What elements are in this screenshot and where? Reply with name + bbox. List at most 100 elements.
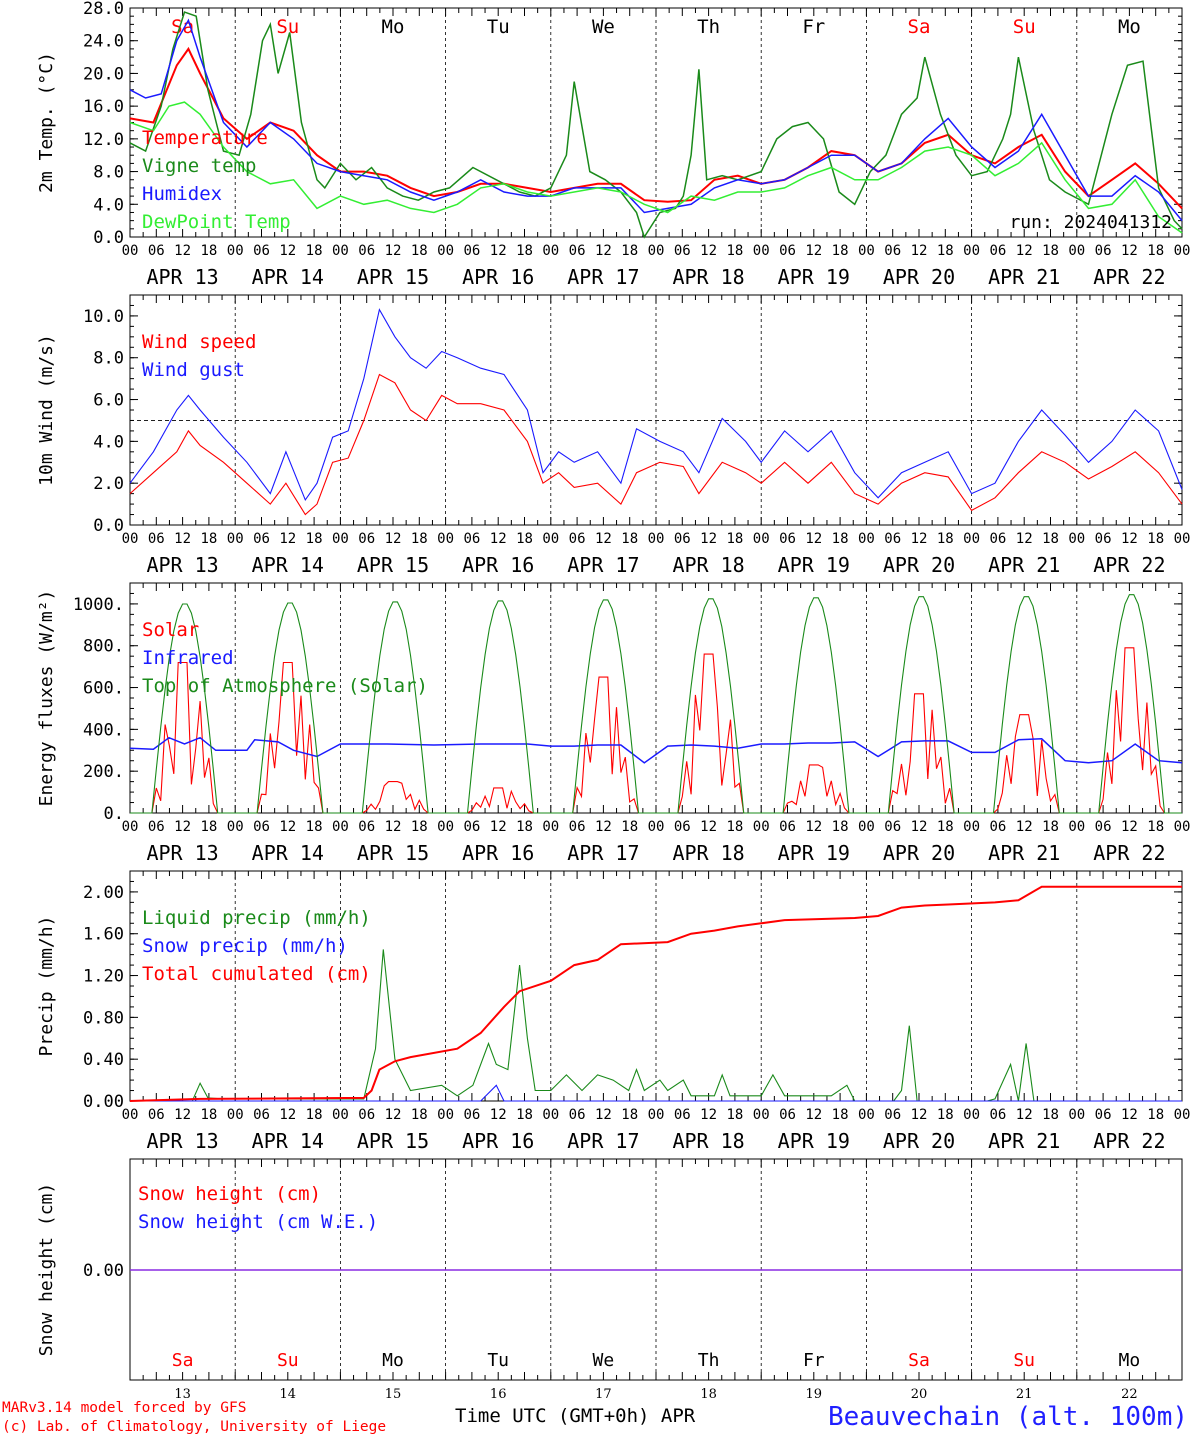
x-hour-label: 06 [463, 819, 480, 835]
x-hour-label: 00 [332, 243, 349, 259]
x-hour-label: 12 [1121, 531, 1138, 547]
x-hour-label: 06 [253, 1107, 270, 1123]
x-hour-label: 06 [463, 1107, 480, 1123]
x-date-label: APR 19 [778, 553, 850, 577]
series-line-top-of-atmosphere-solar [130, 594, 1182, 814]
copyright-credit: (c) Lab. of Climatology, University of L… [2, 1419, 387, 1435]
legend-entry: Infrared [142, 647, 234, 669]
x-hour-label: 18 [1042, 243, 1059, 259]
x-hour-label: 00 [437, 819, 454, 835]
x-date-label: APR 16 [462, 841, 534, 865]
x-hour-label: 00 [1068, 1107, 1085, 1123]
x-hour-label: 00 [227, 243, 244, 259]
x-hour-label: 06 [253, 243, 270, 259]
day-name-label: Fr [802, 16, 825, 38]
x-date-label: APR 22 [1093, 553, 1165, 577]
y-tick-label: 4.0 [93, 195, 124, 215]
x-hour-label: 18 [411, 819, 428, 835]
day-name-label: Su [276, 16, 299, 38]
day-name-label: Tu [487, 1350, 509, 1371]
x-hour-label: 18 [621, 819, 638, 835]
x-date-label: APR 20 [883, 553, 955, 577]
x-date-label: APR 19 [778, 1129, 850, 1153]
x-hour-label: 00 [753, 243, 770, 259]
x-day-number: 22 [1121, 1387, 1138, 1402]
x-hour-label: 06 [358, 243, 375, 259]
x-hour-label: 18 [1042, 531, 1059, 547]
x-hour-label: 00 [858, 243, 875, 259]
x-date-label: APR 19 [778, 841, 850, 865]
x-hour-label: 06 [358, 531, 375, 547]
x-date-label: APR 17 [567, 841, 639, 865]
x-hour-label: 12 [385, 243, 402, 259]
x-hour-label: 00 [963, 531, 980, 547]
x-hour-label: 00 [227, 531, 244, 547]
x-hour-label: 12 [385, 531, 402, 547]
day-name-label: Mo [1118, 16, 1141, 38]
x-hour-label: 06 [253, 531, 270, 547]
x-hour-label: 06 [779, 531, 796, 547]
x-hour-label: 00 [648, 1107, 665, 1123]
x-date-label: APR 14 [252, 265, 324, 289]
x-hour-label: 06 [1095, 1107, 1112, 1123]
x-date-label: APR 18 [672, 553, 744, 577]
x-hour-label: 12 [174, 531, 191, 547]
x-hour-label: 12 [805, 1107, 822, 1123]
x-date-label: APR 18 [672, 1129, 744, 1153]
x-hour-label: 18 [411, 531, 428, 547]
x-hour-label: 18 [516, 1107, 533, 1123]
x-hour-label: 06 [779, 1107, 796, 1123]
x-day-number: 18 [700, 1387, 717, 1402]
x-date-label: APR 17 [567, 553, 639, 577]
x-hour-label: 00 [1174, 819, 1191, 835]
x-hour-label: 00 [963, 819, 980, 835]
series-line-wind-speed [129, 373, 1183, 516]
x-date-label: APR 21 [988, 553, 1060, 577]
x-hour-label: 12 [174, 819, 191, 835]
y-tick-label: 800. [83, 637, 124, 657]
x-hour-label: 06 [569, 243, 586, 259]
x-hour-label: 12 [279, 1107, 296, 1123]
legend-entry: Total cumulated (cm) [142, 963, 371, 985]
y-tick-label: 8.0 [93, 163, 124, 183]
x-hour-label: 12 [490, 819, 507, 835]
legend-entry: Wind gust [142, 359, 245, 381]
x-day-number: 13 [174, 1387, 191, 1402]
day-name-label: Su [277, 1350, 299, 1371]
x-hour-label: 12 [1016, 819, 1033, 835]
x-hour-label: 18 [621, 243, 638, 259]
day-name-label: Su [1013, 1350, 1035, 1371]
x-hour-label: 18 [516, 531, 533, 547]
x-hour-label: 18 [516, 819, 533, 835]
x-hour-label: 12 [279, 531, 296, 547]
legend-entry: Temperature [142, 127, 268, 149]
x-hour-label: 18 [937, 531, 954, 547]
x-date-label: APR 13 [146, 265, 218, 289]
x-hour-label: 12 [595, 819, 612, 835]
x-hour-label: 12 [911, 243, 928, 259]
x-hour-label: 06 [148, 531, 165, 547]
x-date-label: APR 20 [883, 265, 955, 289]
x-hour-label: 06 [674, 531, 691, 547]
y-tick-label: 28.0 [83, 0, 124, 19]
x-hour-label: 00 [332, 531, 349, 547]
series-line-snow-precip-mm-h [130, 1084, 1182, 1102]
x-hour-label: 18 [1147, 243, 1164, 259]
x-hour-label: 00 [1174, 531, 1191, 547]
x-hour-label: 06 [884, 819, 901, 835]
x-hour-label: 18 [832, 1107, 849, 1123]
x-hour-label: 00 [858, 531, 875, 547]
x-date-label: APR 19 [778, 265, 850, 289]
x-date-label: APR 15 [357, 553, 429, 577]
y-tick-label: 1.60 [83, 925, 124, 945]
day-name-label: Mo [1119, 1350, 1141, 1371]
x-hour-label: 12 [174, 243, 191, 259]
day-name-label: Th [697, 16, 720, 38]
x-hour-label: 12 [1016, 531, 1033, 547]
series-line-temperature [129, 46, 1183, 210]
day-name-label: Su [1013, 16, 1036, 38]
legend-entry: Humidex [142, 183, 222, 205]
x-hour-label: 06 [1095, 819, 1112, 835]
x-hour-label: 06 [358, 1107, 375, 1123]
